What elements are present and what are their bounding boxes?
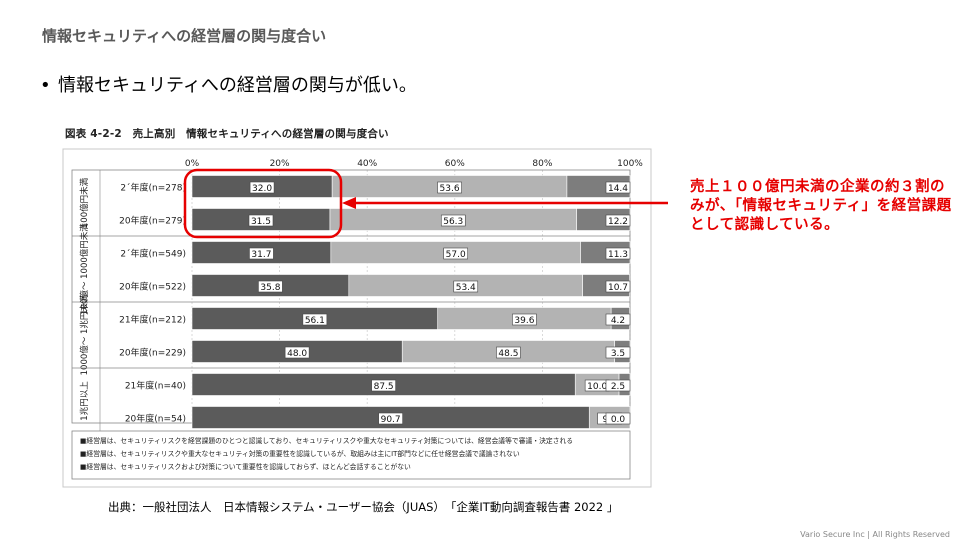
data-label-box xyxy=(371,379,396,392)
data-label: 3.5 xyxy=(611,349,625,359)
data-label: 32.0 xyxy=(252,184,272,194)
data-label: 31.7 xyxy=(251,250,271,260)
data-label-box xyxy=(248,214,274,227)
x-tick-label: 100% xyxy=(617,159,643,169)
group-label: 1000億〜 1兆円未満 xyxy=(79,294,90,375)
group-label: 1兆円以上 xyxy=(79,381,90,421)
data-label: 90.7 xyxy=(381,415,401,425)
data-label-box xyxy=(496,346,521,359)
data-label-box xyxy=(605,412,631,425)
data-label: 12.2 xyxy=(608,217,628,227)
data-label: 39.6 xyxy=(514,316,534,326)
data-label: 10.7 xyxy=(608,283,628,293)
data-label-box xyxy=(512,313,537,326)
x-tick-label: 80% xyxy=(532,159,552,169)
data-label: 0.0 xyxy=(611,415,626,425)
bullet-point: • 情報セキュリティへの経営層の関与が低い。 xyxy=(40,71,417,97)
bullet-text: 情報セキュリティへの経営層の関与が低い。 xyxy=(58,75,417,96)
data-label-box xyxy=(605,313,631,326)
data-label-box xyxy=(437,181,462,194)
group-label: 100億円未満 xyxy=(79,177,90,228)
legend-entry: ■経営層は、セキュリティリスクおよび対策について重要性を認識しておらず、ほとんど… xyxy=(80,462,411,471)
data-label-box xyxy=(605,280,631,293)
data-label-box xyxy=(605,181,631,194)
data-label: 56.1 xyxy=(305,316,325,326)
x-tick-label: 0% xyxy=(185,159,200,169)
data-label-box xyxy=(443,247,468,260)
x-tick-label: 20% xyxy=(270,159,290,169)
row-label: 20年度(n=279) xyxy=(119,215,186,227)
data-label-box xyxy=(440,214,466,227)
data-label: 11.3 xyxy=(608,250,628,260)
x-tick-label: 60% xyxy=(445,159,465,169)
data-label: 48.0 xyxy=(287,349,307,359)
data-label-box xyxy=(605,346,631,359)
callout-text: 売上１００億円未満の企業の約３割のみが、「情報セキュリティ」を経営課題として認識… xyxy=(690,179,952,233)
row-label: 20年度(n=229) xyxy=(119,347,186,359)
x-tick-label: 40% xyxy=(357,159,377,169)
row-label: 20年度(n=54) xyxy=(125,413,186,425)
highlight-box xyxy=(183,168,343,239)
row-label: 21年度(n=40) xyxy=(125,380,186,392)
source-citation: 出典：一般社団法人 日本情報システム・ユーザー協会（JUAS） 「企業IT動向調… xyxy=(108,500,619,514)
data-label-box xyxy=(453,280,479,293)
callout-arrow-head xyxy=(342,197,356,209)
data-label-box xyxy=(605,247,631,260)
group-label: 100億〜 1000億円未満 xyxy=(79,223,90,315)
data-label: 53.4 xyxy=(456,283,476,293)
data-label: 56.3 xyxy=(443,217,463,227)
bullet-marker: • xyxy=(40,75,51,96)
data-label: 53.6 xyxy=(440,184,460,194)
slide-header: 情報セキュリティへの経営層の関与度合い xyxy=(42,27,327,45)
data-label: 4.2 xyxy=(611,316,625,326)
data-label-box xyxy=(605,379,631,392)
row-label: 2´年度(n=549) xyxy=(120,248,186,260)
data-label-box xyxy=(249,181,275,194)
data-label: 14.4 xyxy=(608,184,628,194)
copyright-footer: Vario Secure Inc | All Rights Reserved xyxy=(800,530,950,539)
legend-box xyxy=(71,430,631,480)
data-label-box xyxy=(249,247,274,260)
data-label: 35.8 xyxy=(260,283,280,293)
legend-entry: ■経営層は、セキュリティリスクを経営課題のひとつと認識しており、セキュリティリス… xyxy=(80,436,573,445)
data-label-box xyxy=(302,313,328,326)
data-label-box xyxy=(378,412,403,425)
data-label: 48.5 xyxy=(498,349,518,359)
data-label-box xyxy=(284,346,310,359)
row-label: 2´年度(n=278) xyxy=(120,182,186,194)
data-label: 2.5 xyxy=(611,382,625,392)
data-label-box xyxy=(605,214,631,227)
data-label: 57.0 xyxy=(446,250,466,260)
chart-title: 図表 4-2-2 売上高別 情報セキュリティへの経営層の関与度合い xyxy=(65,128,389,140)
data-label: 87.5 xyxy=(374,382,394,392)
row-label: 21年度(n=212) xyxy=(119,314,186,326)
data-label: 10.0 xyxy=(587,382,607,392)
data-label-box xyxy=(258,280,283,293)
data-label: 31.5 xyxy=(251,217,271,227)
legend-entry: ■経営層は、セキュリティリスクや重大なセキュリティ対策の重要性を認識しているが、… xyxy=(80,449,520,458)
row-label: 20年度(n=522) xyxy=(119,281,186,293)
